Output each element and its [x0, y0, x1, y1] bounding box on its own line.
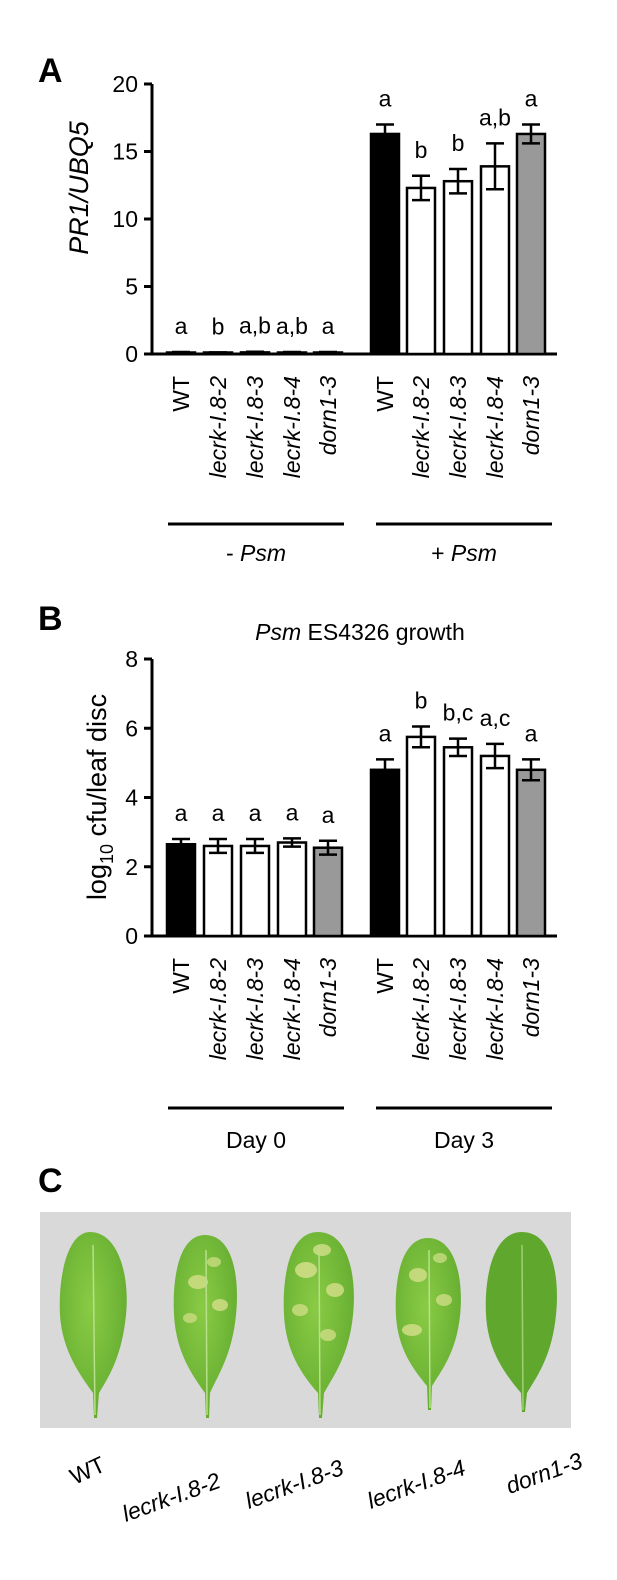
panel-b-category-label: lecrk-I.8-3 — [242, 958, 268, 1060]
panel-a-category-label: WT — [168, 376, 194, 412]
panel-a-category-label: lecrk-I.8-4 — [279, 376, 305, 478]
panel-b-y-tick-label: 4 — [125, 785, 138, 811]
leaf-photo-dorn1-3 — [485, 1232, 557, 1412]
panel-b-category-label: lecrk-I.8-2 — [408, 958, 434, 1060]
panel-a-chart: 0 5 10 15 20 a WT b lecrk-I.8-2 a,b lecrk-I.8-3 a,b… — [112, 71, 557, 478]
panel-b-significance-label: a — [379, 720, 392, 746]
panel-a-significance-label: a,b — [479, 104, 511, 130]
panel-a-y-tick-label: 15 — [112, 139, 138, 165]
panel-b-bar — [202, 844, 234, 938]
leaf-label-lecrk-I.8-3: lecrk-I.8-3 — [242, 1454, 347, 1513]
panel-a-significance-label: b — [212, 313, 225, 339]
panel-a-significance-label: a,b — [239, 313, 271, 339]
panel-a-significance-label: a — [322, 313, 335, 339]
leaf-label-dorn1-3: dorn1-3 — [502, 1447, 586, 1499]
panel-b-category-label: lecrk-I.8-2 — [205, 958, 231, 1060]
panel-a-y-tick-label: 20 — [112, 71, 138, 97]
panel-a-significance-label: a,b — [276, 313, 308, 339]
panel-b-significance-label: a,c — [480, 705, 511, 731]
panel-a-y-tick-label: 10 — [112, 206, 138, 232]
panel-b-title: Psm ES4326 growth — [255, 619, 465, 645]
panel-b-bar — [405, 735, 437, 938]
panel-a-significance-label: a — [175, 313, 188, 339]
panel-a-category-label: lecrk-I.8-3 — [445, 376, 471, 478]
panel-a-group-label-2: + Psm — [431, 540, 497, 566]
leaf-label-wt: WT — [66, 1451, 109, 1490]
panel-a: A PR1/UBQ5 0 5 10 15 20 a WT b lecrk-I.8-2 a,b lec… — [38, 52, 557, 566]
panel-b-chart: 0 2 4 6 8 a WT a lecrk-I.8-2 a lecrk-I.8-3 a lecrk-I… — [125, 646, 557, 1060]
leaf-photo-lecrk-I.8-4 — [395, 1238, 461, 1410]
panel-b-category-label: lecrk-I.8-3 — [445, 958, 471, 1060]
panel-c-letter: C — [38, 1162, 63, 1200]
panel-b-significance-label: a — [249, 800, 262, 826]
panel-b-bar — [369, 768, 401, 938]
panel-a-bar — [515, 132, 547, 356]
panel-a-category-label: lecrk-I.8-4 — [482, 376, 508, 478]
panel-b-category-label: dorn1-3 — [315, 958, 341, 1037]
panel-a-y-tick-label: 5 — [125, 274, 138, 300]
panel-b-significance-label: a — [212, 800, 225, 826]
panel-a-significance-label: b — [415, 137, 428, 163]
panel-a-bar — [442, 179, 474, 356]
panel-b-category-label: WT — [372, 958, 398, 994]
panel-b-category-label: WT — [168, 958, 194, 994]
panel-a-y-tick-label: 0 — [125, 341, 138, 367]
leaf-label-lecrk-I.8-2: lecrk-I.8-2 — [119, 1467, 224, 1526]
panel-a-group-label-1: - Psm — [226, 540, 286, 566]
panel-b-bar — [276, 841, 308, 938]
panel-a-significance-label: b — [452, 130, 465, 156]
panel-b-group-label-1: Day 0 — [226, 1127, 286, 1153]
panel-b-y-axis-label: log10 cfu/leaf disc — [82, 694, 117, 900]
panel-b-significance-label: a — [322, 802, 335, 828]
panel-a-significance-label: a — [525, 86, 538, 112]
panel-b-category-label: dorn1-3 — [518, 958, 544, 1037]
panel-a-bar — [405, 186, 437, 356]
panel-b-category-label: lecrk-I.8-4 — [482, 958, 508, 1060]
panel-a-significance-label: a — [379, 86, 392, 112]
leaf-photo-wt — [59, 1232, 127, 1418]
panel-b-bar — [515, 768, 547, 938]
panel-a-category-label: WT — [372, 376, 398, 412]
panel-b-category-label: lecrk-I.8-4 — [279, 958, 305, 1060]
panel-a-y-axis-label: PR1/UBQ5 — [64, 120, 94, 255]
panel-a-category-label: lecrk-I.8-2 — [408, 376, 434, 478]
panel-a-category-label: dorn1-3 — [518, 376, 544, 455]
panel-b-y-tick-label: 2 — [125, 854, 138, 880]
panel-c: C — [38, 1162, 586, 1527]
panel-a-bar — [479, 165, 511, 356]
panel-b-y-tick-label: 0 — [125, 923, 138, 949]
panel-b-bar — [312, 846, 344, 938]
panel-b-significance-label: a — [525, 720, 538, 746]
panel-b-bar — [239, 844, 271, 938]
leaf-photo-lecrk-I.8-2 — [173, 1235, 237, 1418]
panel-b-group-label-2: Day 3 — [434, 1127, 494, 1153]
panel-b-significance-label: b — [415, 688, 428, 714]
panel-b-bar — [479, 754, 511, 938]
panel-b-bar — [442, 746, 474, 938]
panel-a-bar — [369, 132, 401, 356]
leaf-photo-lecrk-I.8-3 — [283, 1232, 354, 1418]
panel-b-significance-label: b,c — [443, 700, 474, 726]
panel-a-category-label: lecrk-I.8-2 — [205, 376, 231, 478]
panel-b-significance-label: a — [286, 799, 299, 825]
panel-b: B Psm ES4326 growth log10 cfu/leaf disc … — [38, 600, 557, 1153]
panel-b-letter: B — [38, 600, 63, 638]
panel-b-y-tick-label: 8 — [125, 646, 138, 672]
leaf-label-lecrk-I.8-4: lecrk-I.8-4 — [364, 1454, 469, 1513]
panel-a-category-label: dorn1-3 — [315, 376, 341, 455]
panel-b-bar — [165, 842, 197, 938]
panel-a-letter: A — [38, 52, 63, 90]
panel-a-category-label: lecrk-I.8-3 — [242, 376, 268, 478]
panel-b-y-tick-label: 6 — [125, 715, 138, 741]
panel-b-significance-label: a — [175, 800, 188, 826]
